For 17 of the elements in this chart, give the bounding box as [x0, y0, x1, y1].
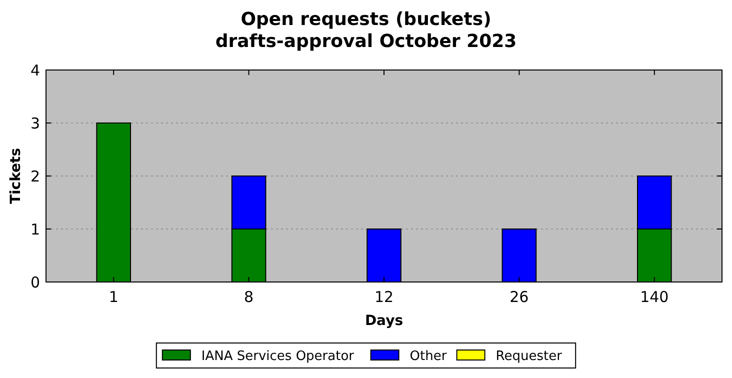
y-tick-label: 4: [30, 61, 40, 80]
y-tick-label: 2: [30, 167, 40, 186]
x-tick-label: 12: [374, 288, 394, 306]
x-tick-label: 8: [244, 288, 254, 306]
y-tick-label: 3: [30, 114, 40, 132]
legend-label: Requester: [496, 349, 563, 364]
x-tick-label: 26: [510, 288, 529, 306]
chart-subtitle: drafts-approval October 2023: [215, 31, 517, 52]
x-tick-label: 1: [108, 288, 118, 306]
y-tick-label: 0: [30, 273, 40, 292]
legend-label: Other: [410, 349, 448, 364]
legend-label: IANA Services Operator: [201, 349, 355, 364]
y-axis-title: Tickets: [8, 148, 24, 204]
chart-title: Open requests (buckets): [240, 9, 492, 30]
y-tick-label: 1: [30, 220, 40, 238]
x-tick-label: 140: [640, 288, 669, 306]
x-axis-title: Days: [364, 313, 404, 329]
